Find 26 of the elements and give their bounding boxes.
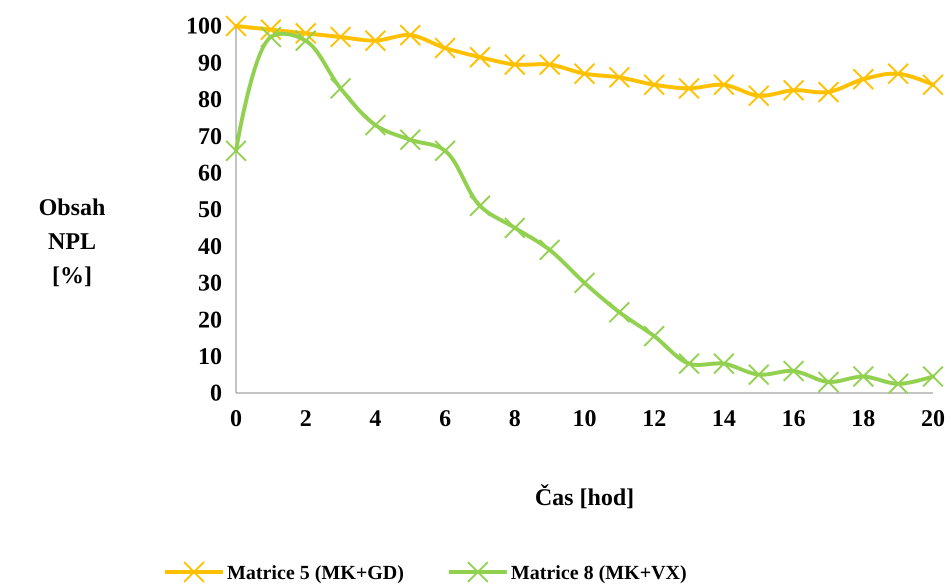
x-tick-label: 10 bbox=[572, 406, 596, 432]
x-tick-label: 16 bbox=[782, 406, 806, 432]
x-tick-label: 18 bbox=[851, 406, 876, 432]
y-axis-title: Obsah NPL [%] bbox=[38, 195, 106, 289]
x-tick-label: 14 bbox=[712, 406, 736, 432]
x-tick-label: 0 bbox=[230, 406, 242, 432]
y-tick-label: 20 bbox=[198, 307, 222, 334]
y-tick-label: 30 bbox=[198, 270, 222, 297]
x-tick-label: 2 bbox=[300, 406, 312, 432]
y-tick-label: 90 bbox=[198, 50, 222, 76]
y-tick-label: 80 bbox=[198, 87, 222, 114]
x-tick-label: 8 bbox=[508, 406, 521, 432]
y-tick-label: 50 bbox=[198, 197, 222, 224]
x-tick-label: 12 bbox=[642, 406, 666, 432]
y-tick-label: 70 bbox=[198, 124, 222, 150]
x-axis-title: Čas [hod] bbox=[534, 484, 634, 511]
legend-label: Matrice 8 (MK+VX) bbox=[510, 562, 687, 584]
y-tick-label: 60 bbox=[198, 160, 222, 186]
y-tick-label: 100 bbox=[186, 14, 222, 40]
x-tick-label: 6 bbox=[439, 406, 452, 432]
legend-label: Matrice 5 (MK+GD) bbox=[227, 562, 404, 584]
x-tick-label: 4 bbox=[369, 406, 382, 432]
y-tick-label: 10 bbox=[198, 344, 222, 370]
y-tick-label: 40 bbox=[198, 234, 222, 260]
y-tick-label: 0 bbox=[210, 380, 222, 407]
x-tick-label: 20 bbox=[921, 406, 945, 432]
